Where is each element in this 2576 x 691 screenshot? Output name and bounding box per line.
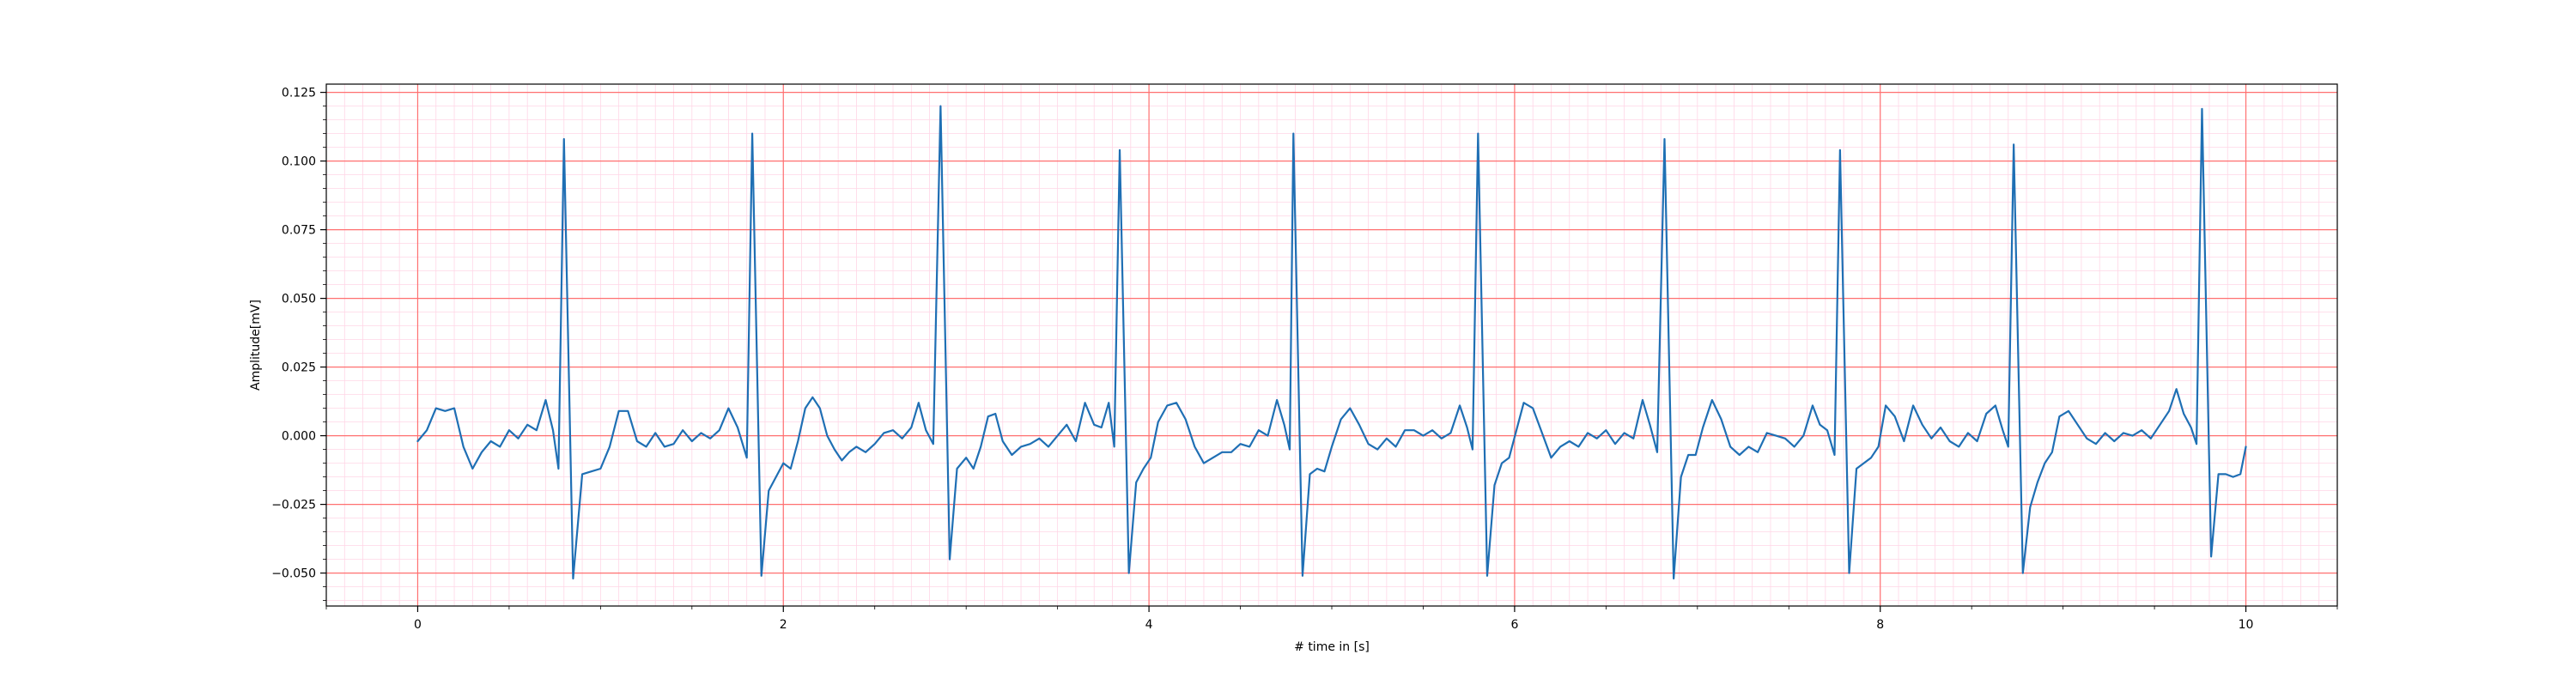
y-tick-label: 0.000 [282, 430, 316, 444]
x-tick-label: 0 [414, 618, 422, 632]
y-tick-label: 0.100 [282, 155, 316, 169]
y-tick-label: 0.075 [282, 224, 316, 238]
x-tick-label: 2 [780, 618, 787, 632]
y-tick-label: 0.025 [282, 361, 316, 375]
x-tick-label: 6 [1510, 618, 1518, 632]
x-axis-label: # time in [s] [1294, 640, 1370, 654]
y-tick-label: 0.125 [282, 87, 316, 100]
x-tick-label: 10 [2239, 618, 2254, 632]
x-tick-label: 8 [1876, 618, 1884, 632]
x-tick-label: 4 [1145, 618, 1153, 632]
y-axis-label: Amplitude[mV] [249, 300, 263, 391]
y-tick-label: 0.050 [282, 293, 316, 306]
y-tick-label: −0.025 [271, 499, 316, 512]
y-tick-label: −0.050 [271, 567, 316, 581]
